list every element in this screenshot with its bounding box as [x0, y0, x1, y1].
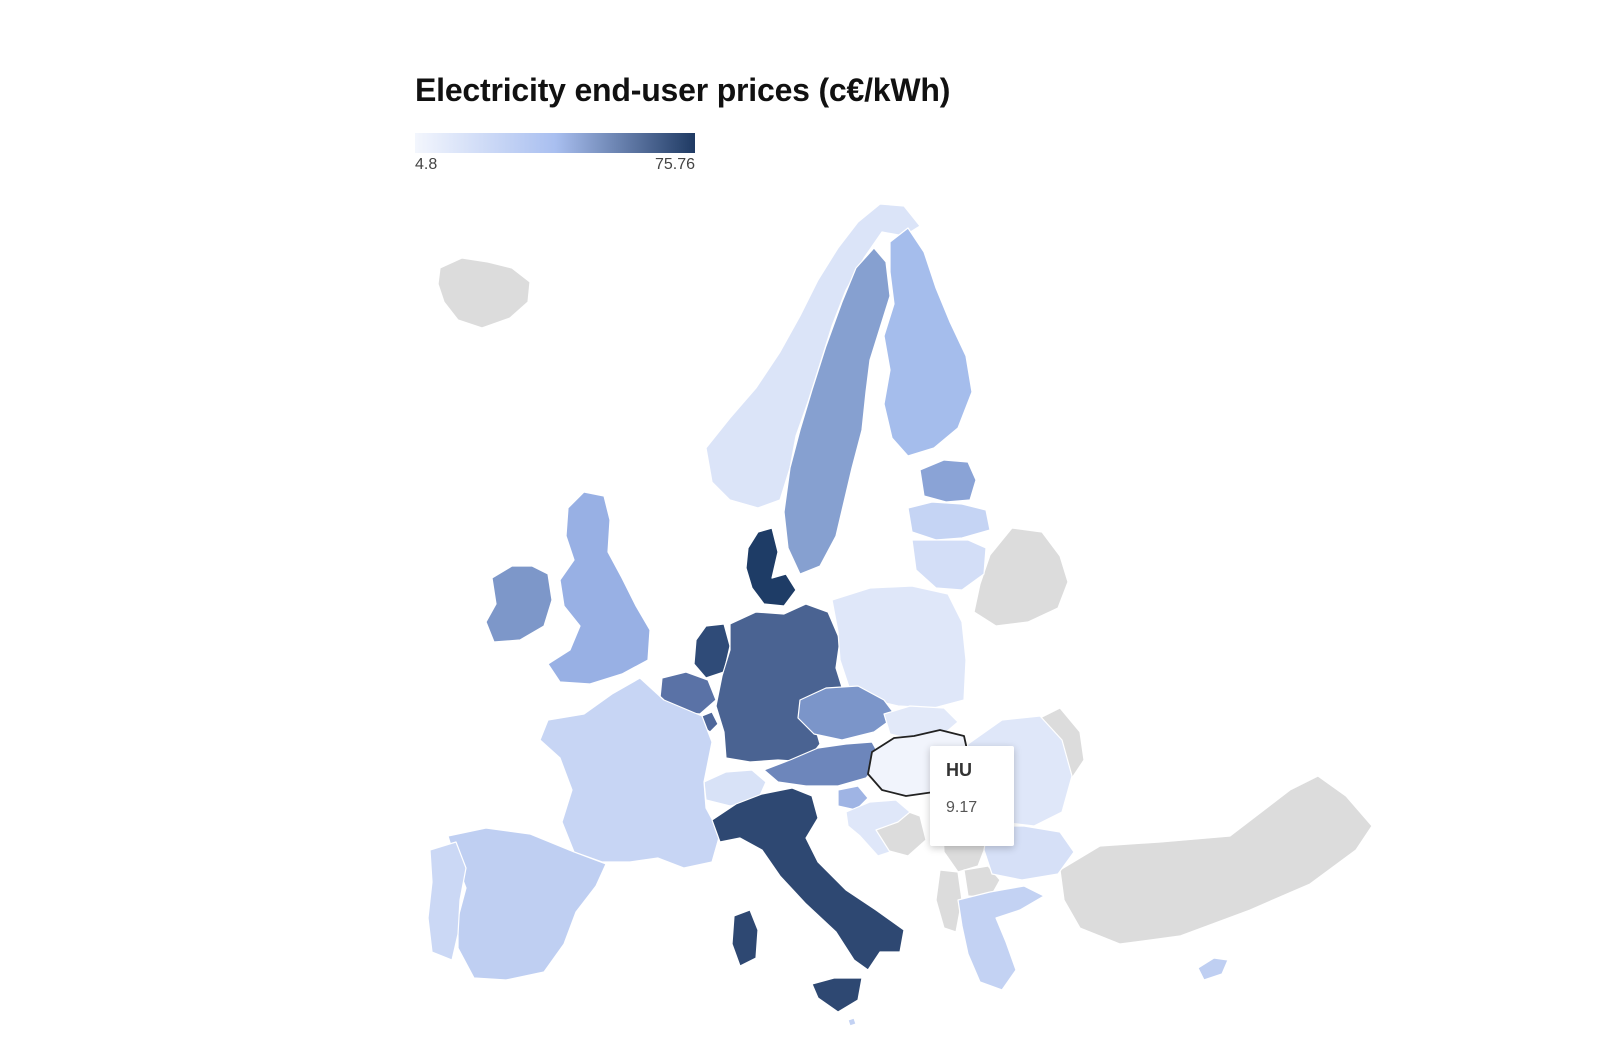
country-LT[interactable] — [911, 539, 987, 591]
country-GR[interactable] — [957, 885, 1045, 991]
country-PL[interactable] — [831, 585, 967, 709]
country-DK[interactable] — [745, 527, 797, 607]
country-SE[interactable] — [783, 247, 891, 575]
tooltip-country-code: HU — [946, 760, 972, 780]
country-PT[interactable] — [427, 841, 467, 961]
country-CY[interactable] — [1197, 957, 1229, 981]
country-LV[interactable] — [907, 501, 991, 541]
country-NO[interactable] — [705, 203, 921, 509]
map-title: Electricity end-user prices (c€/kWh) — [415, 72, 951, 108]
legend-max-label: 75.76 — [654, 156, 695, 173]
legend-min-label: 4.8 — [415, 156, 438, 173]
region-BY — [973, 527, 1069, 627]
country-CZ[interactable] — [797, 685, 897, 741]
country-IT-sardinia[interactable] — [731, 909, 759, 967]
country-EE[interactable] — [919, 459, 977, 503]
country-CH[interactable] — [703, 769, 767, 807]
region-AL — [935, 869, 963, 933]
region-TR — [1059, 775, 1373, 945]
country-IT[interactable] — [711, 787, 905, 971]
region-MK — [963, 865, 1001, 899]
country-FI[interactable] — [883, 227, 973, 457]
color-scale-bar — [415, 133, 695, 153]
country-FR[interactable] — [539, 677, 721, 869]
country-DE[interactable] — [715, 603, 847, 763]
country-SI[interactable] — [837, 785, 869, 811]
region-IS — [437, 257, 531, 329]
country-IT-sicily[interactable] — [811, 977, 863, 1013]
country-UK[interactable] — [547, 491, 651, 685]
tooltip-value: 9.17 — [946, 799, 978, 816]
country-tooltip: HU 9.17 — [930, 746, 1014, 846]
country-IE[interactable] — [485, 565, 553, 643]
country-HR[interactable] — [845, 799, 911, 857]
country-MT[interactable] — [847, 1017, 857, 1027]
country-ES[interactable] — [447, 827, 607, 981]
